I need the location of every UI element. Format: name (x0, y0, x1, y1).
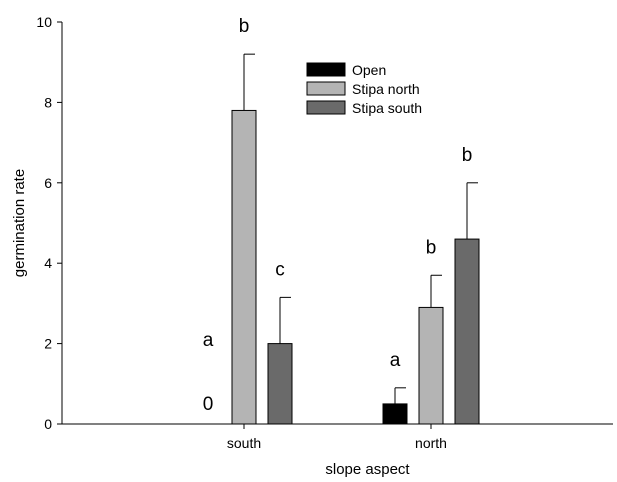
bar (418, 306, 444, 425)
significance-letter: c (275, 259, 285, 280)
y-tick-label: 6 (44, 175, 52, 191)
y-tick-label: 8 (44, 94, 52, 110)
significance-letter: a (203, 330, 214, 351)
bar (231, 109, 257, 425)
legend-label: Open (352, 62, 386, 78)
zero-annotation: 0 (203, 394, 214, 415)
legend-swatch (306, 62, 346, 77)
y-tick-label: 0 (44, 416, 52, 432)
significance-letter: b (239, 16, 250, 37)
x-tick-label: south (227, 435, 261, 451)
bar (454, 238, 480, 425)
legend-swatch (306, 100, 346, 115)
y-tick-label: 10 (36, 14, 52, 30)
bars (231, 109, 480, 425)
y-axis: 0 2 4 6 8 10 (36, 14, 63, 432)
legend: Open Stipa north Stipa south (306, 62, 422, 116)
legend-label: Stipa north (352, 81, 420, 97)
legend-label: Stipa south (352, 100, 422, 116)
error-bars (243, 53, 478, 404)
bar (382, 403, 408, 425)
bar (267, 343, 293, 425)
x-axis: south north (62, 423, 613, 451)
significance-labels: a a b b c b 0 (203, 16, 473, 415)
legend-swatch (306, 81, 346, 96)
significance-letter: b (426, 237, 437, 258)
x-axis-title: slope aspect (325, 461, 410, 478)
significance-letter: a (390, 350, 401, 371)
x-tick-label: north (415, 435, 447, 451)
significance-letter: b (462, 145, 473, 166)
y-tick-label: 2 (44, 336, 52, 352)
y-axis-title: germination rate (11, 169, 28, 277)
y-tick-label: 4 (44, 255, 52, 271)
